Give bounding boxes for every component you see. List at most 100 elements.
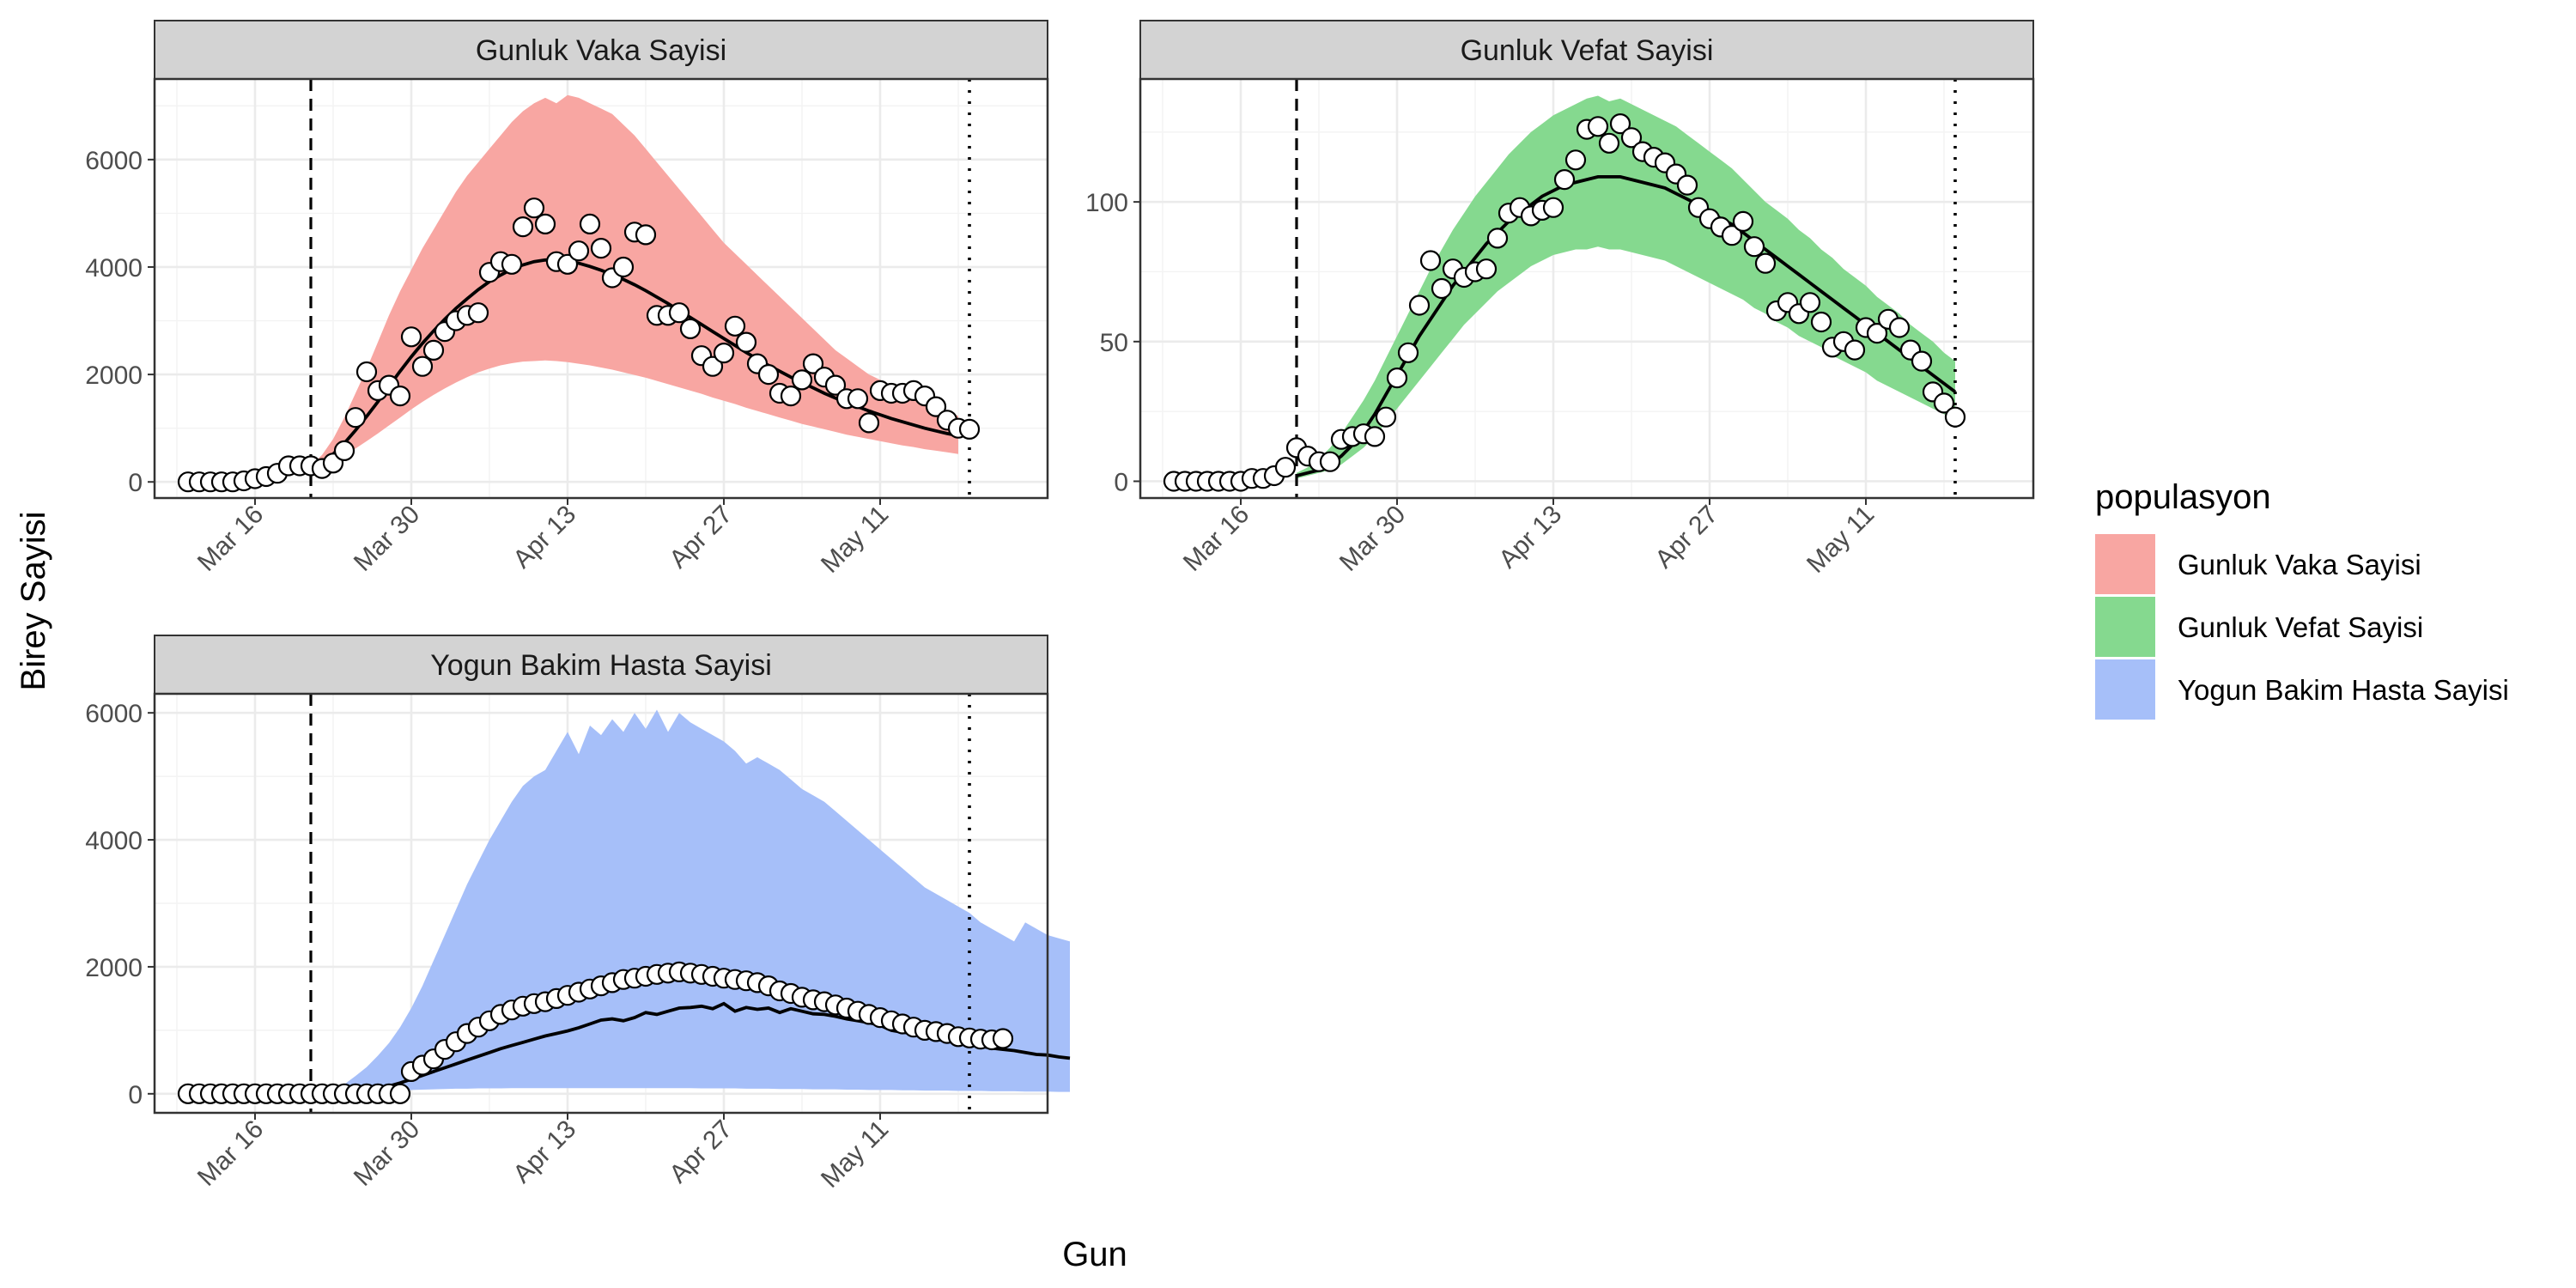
observed-point: [579, 213, 601, 234]
observed-point: [757, 364, 780, 386]
observed-point: [523, 197, 545, 219]
legend-label: Yogun Bakim Hasta Sayisi: [2178, 674, 2509, 706]
observed-point: [824, 374, 847, 396]
observed-point: [635, 224, 657, 246]
y-tick-label: 100: [1085, 189, 1128, 217]
observed-point: [1386, 368, 1408, 389]
y-tick-label: 6000: [85, 700, 143, 728]
x-tick-label: Mar 30: [349, 500, 425, 576]
observed-point: [1810, 311, 1832, 333]
x-tick-label: Mar 16: [192, 500, 269, 576]
observed-point: [847, 388, 869, 410]
observed-point: [1888, 317, 1911, 338]
observed-point: [1721, 225, 1743, 246]
observed-point: [1408, 295, 1431, 316]
observed-point: [958, 418, 981, 440]
observed-point: [612, 256, 635, 278]
observed-point: [679, 318, 702, 339]
confidence-band: [311, 709, 1070, 1094]
observed-point: [344, 407, 367, 428]
panel-border: [153, 692, 1049, 1115]
legend-title: populasyon: [2095, 478, 2271, 516]
observed-point: [1620, 127, 1643, 149]
y-tick-label: 0: [128, 1081, 143, 1109]
observed-point: [389, 386, 411, 407]
x-tick-label: Mar 30: [1334, 500, 1411, 576]
chart-panels: Gunluk Vaka Sayisi 0 2000 4000 6000 Mar 16 Mar…: [85, 20, 2035, 1194]
facet-panel: Gunluk Vefat Sayisi 0 50 100 Mar 16 Mar 30 Apr…: [1085, 20, 2035, 579]
facet-strip: [1139, 20, 2034, 80]
legend-key: [2095, 659, 2155, 720]
legend-key: [2095, 597, 2155, 657]
observed-point: [534, 213, 556, 234]
facet-panel: Yogun Bakim Hasta Sayisi 0 2000 4000 6000 Mar…: [85, 635, 1071, 1194]
y-tick-label: 0: [1114, 468, 1128, 496]
y-tick-label: 4000: [85, 254, 143, 283]
observed-point: [724, 315, 746, 337]
observed-point: [1364, 426, 1386, 447]
x-tick-label: Apr 13: [507, 1115, 581, 1188]
facet-title: Gunluk Vaka Sayisi: [476, 34, 726, 67]
legend-label: Gunluk Vefat Sayisi: [2178, 611, 2423, 643]
x-tick-label: May 11: [816, 500, 894, 578]
observed-point: [1542, 197, 1564, 218]
panel-border: [1139, 77, 2035, 500]
observed-point: [925, 396, 947, 417]
observed-point: [333, 440, 355, 462]
observed-point: [568, 240, 590, 262]
legend-items: Gunluk Vaka Sayisi Gunluk Vefat Sayisi Yog…: [2095, 534, 2509, 720]
legend-label: Gunluk Vaka Sayisi: [2178, 549, 2421, 580]
observed-point: [1911, 350, 1933, 372]
observed-point: [702, 355, 724, 377]
y-tick-label: 4000: [85, 827, 143, 855]
x-tick-label: May 11: [1801, 500, 1880, 578]
x-tick-label: Apr 27: [664, 1115, 738, 1188]
y-tick-label: 2000: [85, 361, 143, 390]
observed-point: [1609, 113, 1631, 135]
legend-item: Yogun Bakim Hasta Sayisi: [2095, 659, 2509, 720]
observed-point: [556, 253, 579, 275]
observed-point: [780, 386, 802, 407]
y-axis-title: Birey Sayisi: [15, 512, 52, 691]
observed-point: [422, 339, 445, 361]
observed-point: [1598, 132, 1620, 154]
observed-point: [1866, 323, 1888, 344]
observed-point: [668, 302, 690, 324]
observed-point: [411, 355, 434, 377]
observed-point: [713, 343, 735, 364]
facet-strip: [154, 20, 1048, 80]
observed-point: [355, 361, 378, 383]
legend: populasyon Gunluk Vaka Sayisi Gunluk Vefa…: [2095, 478, 2509, 720]
observed-point: [1587, 116, 1609, 137]
observed-point: [400, 326, 422, 348]
observed-point: [1475, 258, 1498, 280]
x-tick-label: Apr 13: [1493, 500, 1567, 574]
observed-point: [992, 1028, 1014, 1049]
observed-point: [858, 412, 880, 434]
facet-title: Yogun Bakim Hasta Sayisi: [430, 649, 772, 682]
y-tick-label: 6000: [85, 147, 143, 175]
x-tick-label: Apr 27: [1649, 500, 1723, 574]
y-tick-label: 2000: [85, 954, 143, 982]
observed-point: [1754, 252, 1777, 274]
observed-point: [1933, 392, 1955, 414]
x-axis-title: Gun: [1062, 1236, 1127, 1273]
legend-key: [2095, 534, 2155, 594]
observed-point: [1743, 236, 1765, 258]
observed-point: [1553, 169, 1576, 191]
observed-point: [1676, 174, 1698, 196]
observed-point: [1944, 406, 1966, 428]
legend-item: Gunluk Vaka Sayisi: [2095, 534, 2421, 594]
observed-point: [1274, 457, 1297, 478]
observed-point: [1732, 210, 1754, 232]
x-tick-label: Mar 16: [192, 1115, 269, 1191]
observed-point: [1431, 277, 1453, 300]
observed-point: [791, 369, 813, 391]
panel-border: [153, 77, 1049, 500]
observed-point: [1319, 451, 1341, 472]
x-tick-label: May 11: [816, 1115, 894, 1193]
observed-point: [590, 238, 612, 259]
y-tick-label: 0: [128, 469, 143, 497]
observed-point: [1844, 339, 1866, 361]
